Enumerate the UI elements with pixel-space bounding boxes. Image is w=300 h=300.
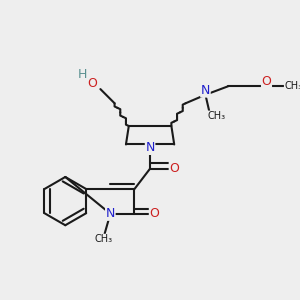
Text: H: H [78,68,88,81]
Text: N: N [201,84,210,97]
Text: CH₃: CH₃ [284,81,300,91]
Text: CH₃: CH₃ [94,234,112,244]
Text: N: N [106,207,115,220]
Text: O: O [262,75,272,88]
Text: N: N [146,141,155,154]
Text: O: O [87,77,97,90]
Text: O: O [149,207,159,220]
Text: CH₃: CH₃ [208,111,226,121]
Text: O: O [169,162,179,175]
